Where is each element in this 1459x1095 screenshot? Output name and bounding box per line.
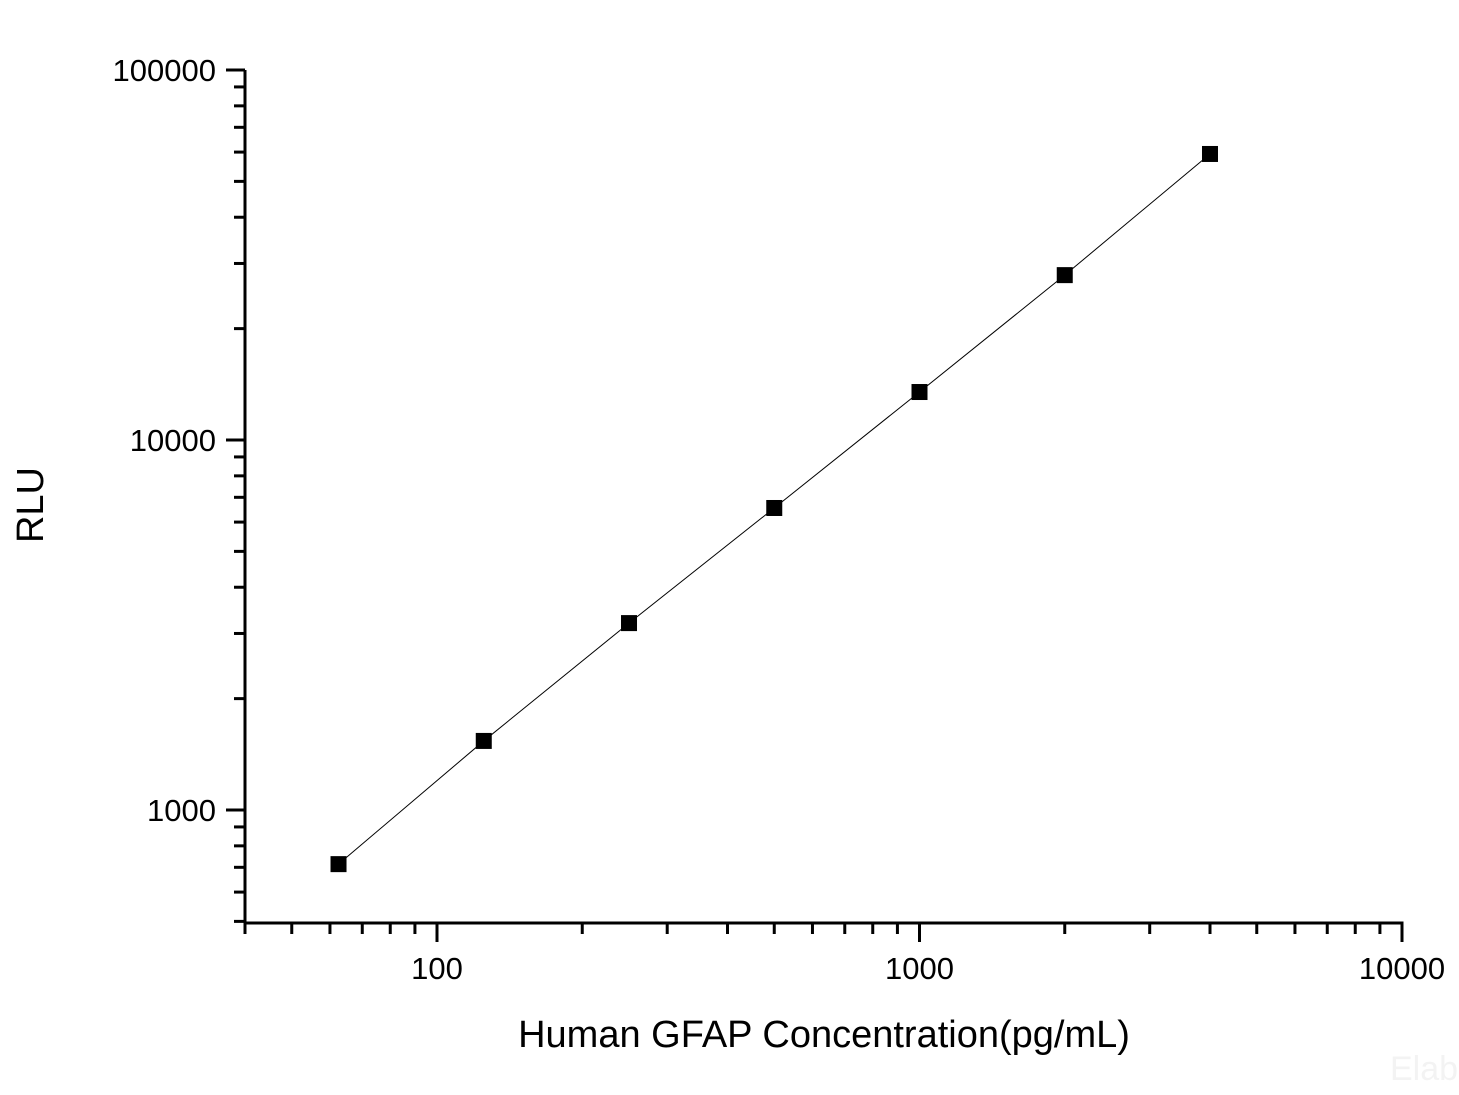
y-tick-label: 100000 xyxy=(113,53,216,88)
data-point-marker xyxy=(621,615,638,632)
data-point-marker xyxy=(1056,267,1073,284)
data-point-marker xyxy=(330,856,347,873)
y-axis-title: RLU xyxy=(10,467,52,543)
data-point-marker xyxy=(911,384,928,401)
data-point-marker xyxy=(1201,145,1218,162)
axes: 100 1000 10000 1000 10000 100000 xyxy=(113,53,1446,986)
data-point-marker xyxy=(475,732,492,749)
x-tick-label: 100 xyxy=(411,951,463,986)
y-tick-label: 1000 xyxy=(147,793,216,828)
x-tick-label: 1000 xyxy=(885,951,954,986)
x-axis-title: Human GFAP Concentration(pg/mL) xyxy=(518,1014,1130,1056)
x-tick-label: 10000 xyxy=(1359,951,1445,986)
watermark: Elab xyxy=(1390,1050,1459,1088)
data-point-marker xyxy=(766,499,783,516)
y-tick-label: 10000 xyxy=(130,423,216,458)
plot-area xyxy=(330,145,1218,873)
